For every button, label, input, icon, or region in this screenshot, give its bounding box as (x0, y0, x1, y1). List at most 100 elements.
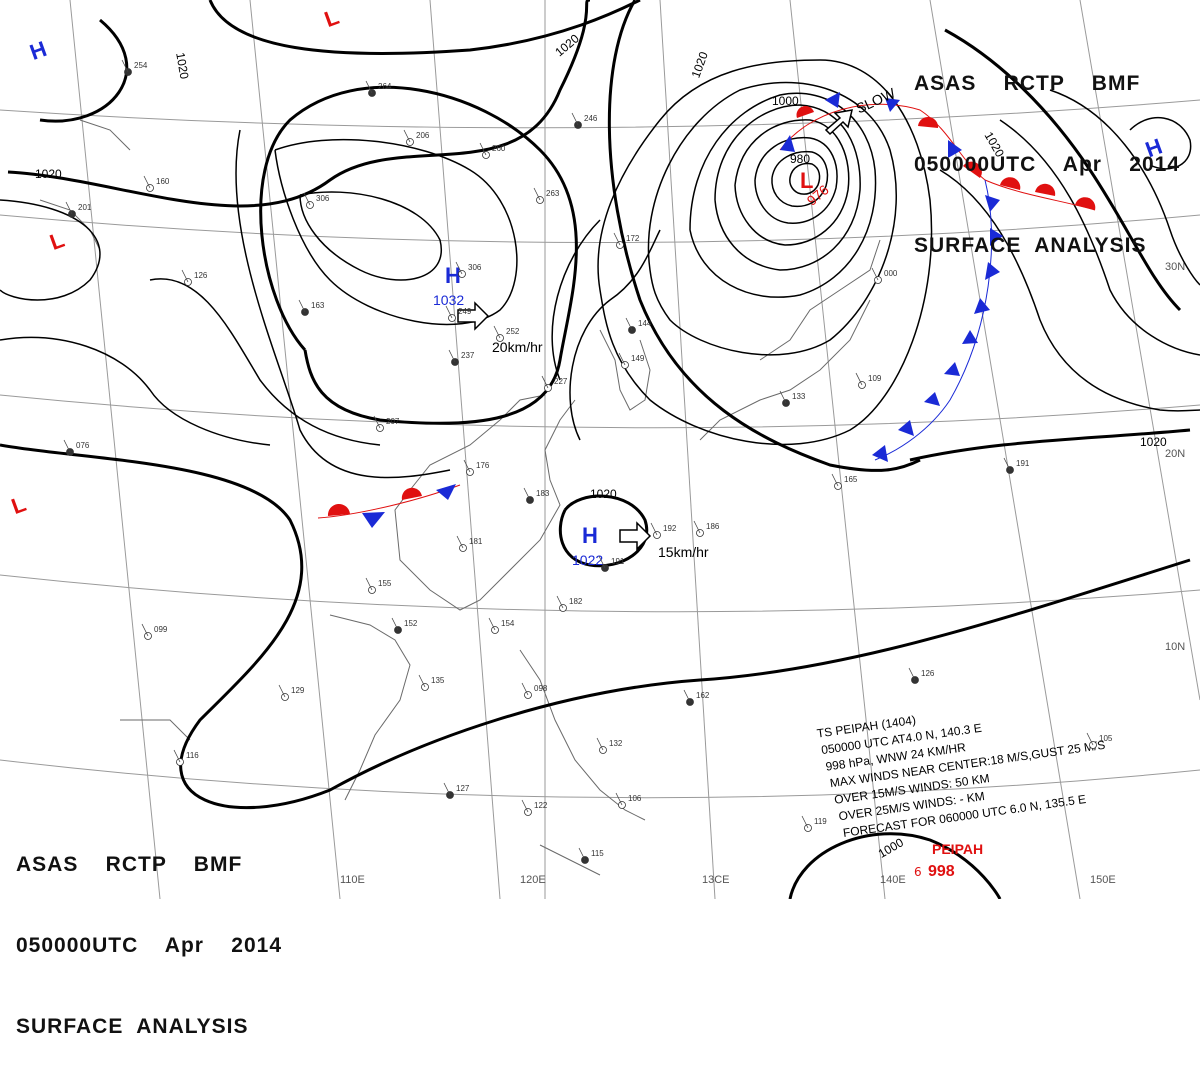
cold-front (872, 179, 1003, 462)
wind-barb (615, 792, 623, 806)
wind-barb (418, 674, 426, 688)
station-pressure: 122 (534, 801, 548, 810)
station-pressure: 206 (416, 131, 430, 140)
wind-barb (181, 269, 189, 283)
wind-barb (445, 305, 453, 319)
station-pressure: 076 (76, 441, 90, 450)
lat-label: 30N (1165, 261, 1185, 273)
station-pressure: 162 (696, 691, 710, 700)
station-pressure: 172 (626, 234, 640, 243)
typhoon-name: PEIPAH (932, 841, 983, 857)
header-line: SURFACE ANALYSIS (914, 234, 1147, 257)
station-pressure: 246 (584, 114, 598, 123)
stationary-front-south (317, 484, 461, 528)
wind-barb (598, 555, 606, 569)
isobar-label: 1020 (35, 167, 62, 181)
station-pressure: 192 (663, 524, 677, 533)
station-pressure: 152 (404, 619, 418, 628)
motion-speed: SLOW (853, 84, 898, 116)
station-plots: 254 160 126 163 207 176 183 181 155 152 135 129 127 0… (63, 59, 1113, 864)
isobar-label: 1020 (590, 487, 617, 501)
station-pressure: 264 (378, 82, 392, 91)
low-center-symbol: L (800, 168, 813, 193)
station-pressure: 260 (492, 144, 506, 153)
wind-barb (143, 175, 151, 189)
wind-barb (578, 847, 586, 861)
wind-barb (871, 267, 879, 281)
station-pressure: 254 (134, 61, 148, 70)
isobar-label: 1000 (772, 94, 799, 108)
wind-barb (801, 815, 809, 829)
station-pressure: 144 (638, 319, 652, 328)
header-line: SURFACE ANALYSIS (16, 1015, 249, 1038)
low-center-symbol: L (321, 4, 342, 32)
isobars (0, 0, 1200, 899)
typhoon-icon: 6 (914, 865, 922, 879)
station-pressure: 306 (316, 194, 330, 203)
wind-barb (455, 261, 463, 275)
wind-barb (63, 439, 71, 453)
wind-barb (121, 59, 129, 73)
station-pressure: 191 (1016, 459, 1030, 468)
wind-barb (278, 684, 286, 698)
station-pressure: 098 (534, 684, 548, 693)
station-pressure: 154 (501, 619, 515, 628)
station-pressure: 115 (591, 849, 604, 858)
wind-barb (141, 623, 149, 637)
station-pressure: 105 (1099, 734, 1113, 743)
wind-barb (1086, 732, 1094, 746)
wind-barb (831, 473, 839, 487)
station-pressure: 252 (506, 327, 520, 336)
station-pressure: 155 (378, 579, 392, 588)
station-pressure: 099 (154, 625, 168, 634)
station-pressure: 163 (311, 301, 325, 310)
high-center-symbol: H (445, 263, 461, 288)
coastlines (39, 119, 881, 876)
surface-analysis-map: 110E 120E 13CE 140E 150E 30N 20N 10N (0, 0, 1200, 899)
wind-barb (1003, 457, 1011, 471)
station-pressure: 165 (844, 475, 858, 484)
station-pressure: 116 (186, 751, 199, 760)
wind-barb (693, 520, 701, 534)
isobar-label: 1020 (173, 51, 191, 80)
lon-label: 140E (880, 874, 906, 886)
station-pressure: 149 (631, 354, 645, 363)
wind-barb (521, 799, 529, 813)
wind-barb (779, 390, 787, 404)
wind-barb (650, 522, 658, 536)
typhoon-pressure: 998 (928, 863, 955, 880)
station-pressure: 126 (921, 669, 935, 678)
wind-barb (541, 375, 549, 389)
station-pressure: 181 (469, 537, 483, 546)
header-line: ASAS RCTP BMF (914, 72, 1141, 95)
isobar-label: 1020 (1140, 435, 1167, 449)
station-pressure: 000 (884, 269, 898, 278)
station-pressure: 176 (476, 461, 490, 470)
chart-header-top-right: ASAS RCTP BMF 050000UTC Apr 2014 SURFACE… (914, 16, 1180, 286)
station-pressure: 182 (569, 597, 583, 606)
wind-barb (456, 535, 464, 549)
lat-label: 10N (1165, 641, 1185, 653)
wind-barb (365, 577, 373, 591)
wind-barb (571, 112, 579, 126)
grid-labels: 110E 120E 13CE 140E 150E 30N 20N 10N (340, 261, 1185, 886)
wind-barb (523, 487, 531, 501)
station-pressure: 306 (468, 263, 482, 272)
station-pressure: 160 (156, 177, 170, 186)
wind-barb (463, 459, 471, 473)
typhoon-peipah: PEIPAH 998 6 (914, 841, 983, 880)
station-pressure: 133 (792, 392, 806, 401)
isobar-label: 1000 (876, 835, 906, 861)
station-pressure: 201 (78, 203, 92, 212)
station-pressure: 129 (291, 686, 305, 695)
station-pressure: 227 (554, 377, 568, 386)
station-pressure: 119 (814, 817, 827, 826)
lon-label: 13CE (702, 874, 730, 886)
station-pressure: 126 (194, 271, 208, 280)
wind-barb (479, 142, 487, 156)
station-pressure: 237 (461, 351, 475, 360)
high-center-symbol: H (582, 523, 598, 548)
wind-barb (65, 201, 73, 215)
wind-barb (618, 352, 626, 366)
wind-barb (625, 317, 633, 331)
